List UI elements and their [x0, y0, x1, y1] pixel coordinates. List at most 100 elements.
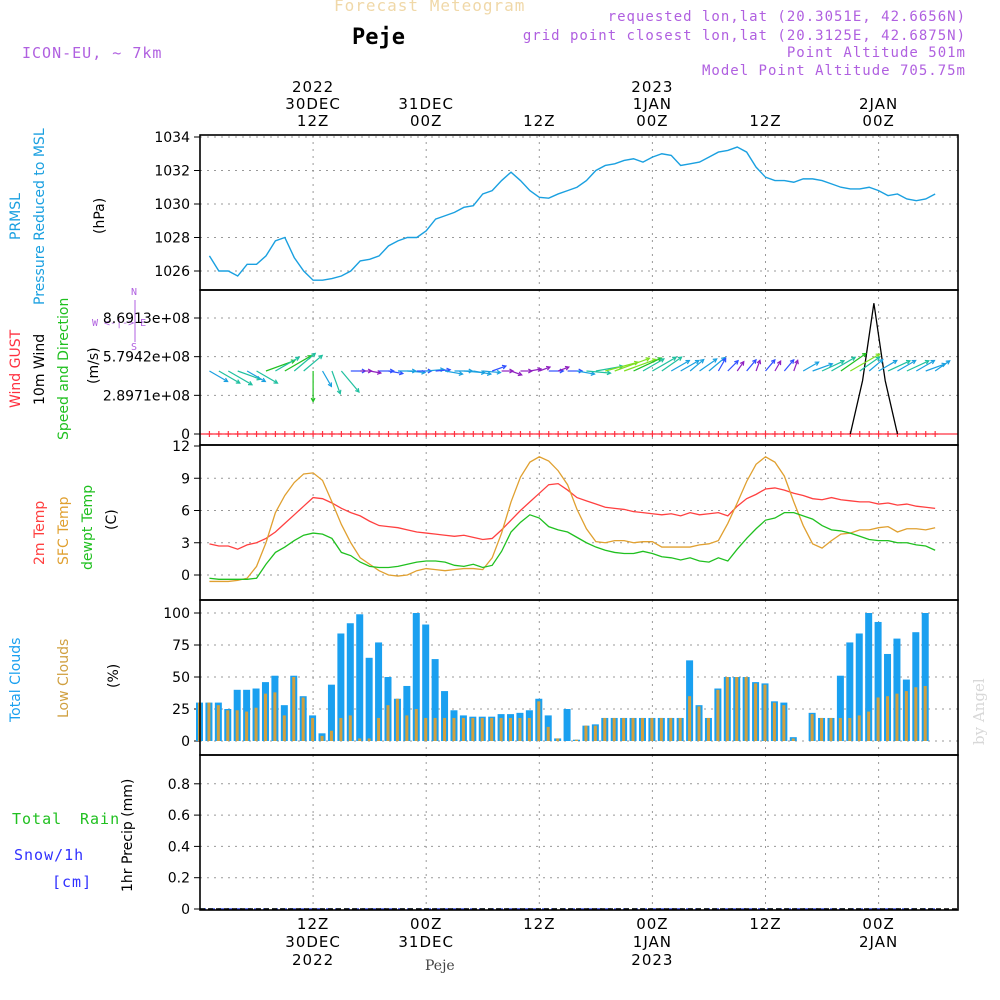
- wind-arrow: [614, 357, 650, 372]
- y-tick-label: 0: [181, 734, 190, 750]
- wind-arrow-head: [389, 368, 395, 374]
- wind-arrow: [510, 370, 522, 376]
- low-cloud-bar: [697, 706, 701, 741]
- bottom-time-date: 30DEC: [285, 933, 341, 951]
- wind-arrow-head: [878, 358, 884, 364]
- wind-arrow: [934, 360, 951, 372]
- wind-arrow: [340, 370, 360, 393]
- wind-arrow: [293, 352, 316, 372]
- low-cloud-bar: [631, 717, 635, 741]
- wind-arrow: [850, 353, 880, 372]
- wind-arrow: [821, 360, 845, 372]
- low-cloud-bar: [876, 697, 880, 741]
- y-tick-label: 9: [181, 471, 190, 487]
- wind-arrow: [576, 370, 595, 375]
- wind-arrow: [426, 368, 444, 372]
- wind-arrow-head: [770, 358, 776, 364]
- low-cloud-bar: [480, 717, 484, 741]
- wind-arrow: [237, 370, 261, 380]
- total-cloud-bar: [412, 613, 420, 741]
- total-cloud-bar: [874, 621, 882, 741]
- model-point-altitude: Model Point Altitude 705.75m: [701, 63, 966, 79]
- wind-arrow-head: [223, 377, 229, 383]
- requested-lonlat: requested lon,lat (20.3051E, 42.6656N): [607, 9, 966, 25]
- compass-n: N: [131, 287, 138, 298]
- y-tick-label: 5.7942e+08: [103, 350, 190, 366]
- wind-arrow-head: [659, 358, 666, 363]
- wind-arrow: [491, 365, 507, 372]
- y-tick-label: 100: [163, 606, 190, 622]
- wind-arrow: [284, 355, 312, 372]
- wind-arrow-head: [699, 358, 705, 364]
- low-cloud-bar: [320, 735, 324, 741]
- wind-arrow: [765, 359, 776, 372]
- top-time-hour: 00Z: [410, 112, 442, 130]
- wind-arrow: [227, 370, 253, 386]
- t2m-line: [209, 482, 936, 550]
- low-cloud-bar: [527, 717, 531, 741]
- wind-arrow-head: [327, 382, 333, 388]
- bottom-time-date: 2JAN: [859, 933, 898, 951]
- y-tick-label: 0.4: [168, 839, 190, 855]
- wind-arrow: [246, 370, 266, 383]
- wind-arrow-head: [721, 357, 727, 363]
- precip-rain-label: Rain: [80, 810, 121, 828]
- wind-arrow: [717, 358, 727, 372]
- y-tick-label: 1028: [154, 231, 190, 247]
- top-time-date: 1JAN: [633, 95, 672, 113]
- wind-arrow: [444, 370, 463, 375]
- wind-arrow-head: [645, 357, 651, 362]
- low-cloud-bar: [273, 692, 277, 741]
- low-cloud-bar: [593, 725, 597, 741]
- low-cloud-bar: [744, 677, 748, 741]
- wind-arrow-head: [739, 360, 745, 366]
- total-cloud-bar: [921, 613, 929, 741]
- wind-arrow: [482, 370, 501, 374]
- wind-arrow: [727, 360, 739, 372]
- top-time-year: 2023: [631, 78, 673, 96]
- wind-arrow: [605, 361, 639, 372]
- location-title: Peje: [352, 25, 405, 50]
- wind-arrow-head: [311, 352, 317, 358]
- wind-arrow: [887, 360, 911, 372]
- low-cloud-bar: [339, 717, 343, 741]
- low-cloud-bar: [282, 715, 286, 741]
- low-cloud-bar: [820, 717, 824, 741]
- low-cloud-bar: [716, 689, 720, 741]
- panel-frame: [199, 134, 959, 291]
- wind-arrow-head: [911, 359, 917, 365]
- bottom-time-hour: 00Z: [862, 915, 894, 933]
- y-tick-label: 0.8: [168, 777, 190, 793]
- model-label: ICON-EU, ~ 7km: [22, 44, 163, 62]
- low-cloud-bar: [358, 738, 362, 741]
- wind-arrow-head: [861, 352, 867, 358]
- wind-arrow: [670, 359, 690, 372]
- y-tick-label: 25: [172, 702, 190, 718]
- gridpoint-lonlat: grid point closest lon,lat (20.3125E, 42…: [522, 28, 966, 44]
- low-cloud-bar: [735, 677, 739, 741]
- wind-arrow-head: [458, 371, 464, 376]
- total-cloud-bar: [422, 624, 430, 741]
- wind-arrow-head: [892, 359, 898, 365]
- low-cloud-bar: [301, 697, 305, 741]
- y-tick-label: 12: [172, 439, 190, 455]
- wind-arrow-head: [712, 358, 718, 363]
- wind-arrow-head: [496, 369, 502, 375]
- total-cloud-bar: [846, 642, 854, 741]
- bottom-time-hour: 00Z: [636, 915, 668, 933]
- wind-arrow: [331, 370, 341, 394]
- y-tick-label: 1034: [154, 130, 190, 146]
- wind-arrow: [736, 361, 745, 372]
- wind-arrow-head: [875, 356, 881, 361]
- wind-arrow-head: [537, 367, 543, 372]
- footer-location: Peje: [425, 958, 455, 974]
- low-cloud-bar: [329, 730, 333, 741]
- wind-arrow-head: [273, 379, 279, 384]
- wind-arrow: [831, 356, 856, 372]
- wind-arrow: [774, 360, 782, 372]
- low-cloud-bar: [669, 717, 673, 741]
- wind-arrow-head: [411, 368, 417, 374]
- y-tick-label: 0.6: [168, 808, 190, 824]
- low-cloud-bar: [556, 738, 560, 741]
- low-cloud-bar: [254, 707, 258, 741]
